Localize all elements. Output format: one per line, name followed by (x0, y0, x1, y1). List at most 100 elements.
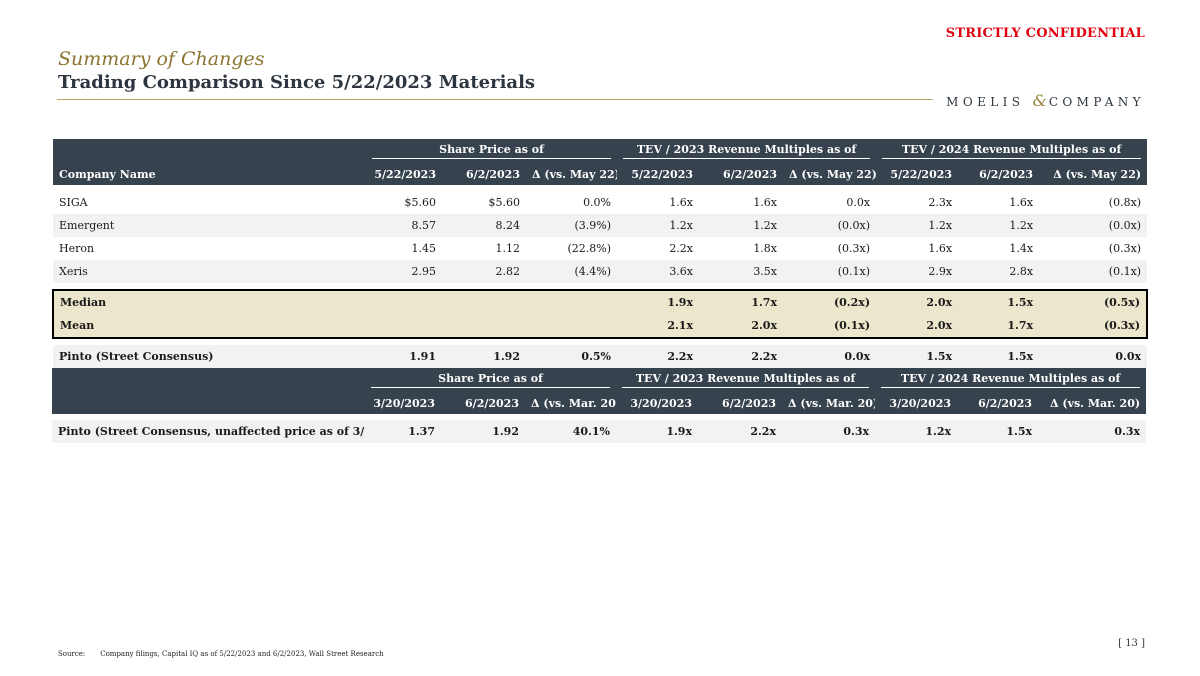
value-cell: 1.7x (699, 289, 784, 314)
page-subtitle: Trading Comparison Since 5/22/2023 Mater… (58, 72, 536, 93)
header-row-columns: 3/20/2023 6/2/2023 Δ (vs. Mar. 20) 3/20/… (52, 392, 1147, 414)
value-cell: 1.45 (411, 242, 437, 255)
col-header: 3/20/2023 (365, 392, 441, 414)
value-cell: (22.8%) (567, 242, 612, 255)
value-cell: 1.5x (958, 289, 1040, 314)
value-cell: 2.82 (442, 260, 526, 283)
group-tev-2024: TEV / 2024 Revenue Multiples as of (875, 368, 1147, 392)
value-cell: 2.1x (617, 314, 700, 339)
value-cell: (0.0x) (1039, 214, 1148, 237)
col-header: 5/22/2023 (617, 163, 700, 185)
header-blank (53, 139, 366, 163)
mean-label: Mean (52, 314, 366, 339)
value-cell: 2.2x (617, 345, 700, 368)
value-cell: 1.5x (876, 345, 959, 368)
group-tev-2024: TEV / 2024 Revenue Multiples as of (876, 139, 1148, 163)
value-cell: 0.0% (583, 196, 612, 209)
group-share-price: Share Price as of (366, 139, 618, 163)
company-cell: Emergent (53, 214, 366, 237)
col-header: Δ (vs. May 22) (526, 163, 618, 185)
value-cell: 8.24 (442, 214, 526, 237)
value-cell: 1.92 (442, 345, 526, 368)
value-cell: 0.3x (782, 420, 876, 443)
value-cell: 1.2x (876, 214, 959, 237)
group-share-price: Share Price as of (365, 368, 617, 392)
page-title: Summary of Changes (58, 48, 265, 70)
col-header: 6/2/2023 (442, 163, 526, 185)
value-cell: 1.6x (669, 196, 694, 209)
source-text: Company filings, Capital IQ as of 5/22/2… (100, 650, 384, 658)
value-cell: 2.0x (876, 289, 959, 314)
col-header: Δ (vs. May 22) (783, 163, 877, 185)
header-blank (52, 392, 365, 414)
value-cell: 2.2x (699, 345, 784, 368)
value-cell: $5.60 (488, 196, 521, 209)
value-cell: 2.8x (958, 260, 1040, 283)
col-header: Δ (vs. Mar. 20) (1038, 392, 1147, 414)
value-cell: (4.4%) (526, 260, 618, 283)
col-header: 6/2/2023 (958, 163, 1040, 185)
value-cell: 1.5x (958, 345, 1040, 368)
pinto-row: Pinto (Street Consensus) 1.91 1.92 0.5% … (53, 345, 1148, 368)
value-cell: 1.9x (616, 420, 699, 443)
col-header: 6/2/2023 (698, 392, 783, 414)
col-header: 6/2/2023 (441, 392, 525, 414)
value-cell (366, 289, 442, 314)
value-cell: 1.6x (928, 242, 953, 255)
value-cell: 0.3x (1038, 420, 1147, 443)
median-row: Median 1.9x 1.7x (0.2x) 2.0x 1.5x (0.5x) (52, 289, 1149, 314)
company-logo: MOELIS &COMPANY (946, 91, 1145, 110)
value-cell (366, 314, 442, 339)
header-blank (52, 368, 365, 392)
title-divider (57, 99, 933, 100)
group-tev-2023: TEV / 2023 Revenue Multiples as of (617, 139, 877, 163)
logo-left: MOELIS (946, 95, 1025, 109)
col-header: 5/22/2023 (366, 163, 442, 185)
confidential-label: STRICTLY CONFIDENTIAL (945, 26, 1145, 41)
col-header: Δ (vs. Mar. 20) (782, 392, 876, 414)
median-label: Median (52, 289, 366, 314)
value-cell: (0.2x) (783, 289, 877, 314)
value-cell: 1.12 (495, 242, 521, 255)
page-number: [ 13 ] (1118, 638, 1145, 649)
value-cell: 1.6x (1009, 196, 1034, 209)
value-cell (526, 289, 618, 314)
value-cell: 2.2x (698, 420, 783, 443)
value-cell: 1.6x (753, 196, 778, 209)
value-cell: 1.2x (699, 214, 784, 237)
col-company-name: Company Name (53, 163, 366, 185)
unaffected-comparison-table: Share Price as of TEV / 2023 Revenue Mul… (52, 368, 1147, 443)
value-cell: (0.8x) (1108, 196, 1142, 209)
value-cell: 1.2x (617, 214, 700, 237)
table-row: SIGA $5.60 $5.60 0.0% 1.6x 1.6x 0.0x 2.3… (53, 191, 1147, 214)
table-row: Heron 1.45 1.12 (22.8%) 2.2x 1.8x (0.3x)… (53, 237, 1147, 260)
value-cell: 3.6x (617, 260, 700, 283)
value-cell: 1.92 (441, 420, 525, 443)
source-note: Source: Company filings, Capital IQ as o… (58, 650, 384, 658)
value-cell: (0.1x) (783, 260, 877, 283)
value-cell: (0.3x) (1039, 314, 1149, 339)
pinto-label: Pinto (Street Consensus, unaffected pric… (52, 420, 365, 443)
value-cell (442, 314, 526, 339)
value-cell: 1.9x (617, 289, 700, 314)
value-cell: (0.3x) (837, 242, 871, 255)
value-cell: 0.5% (526, 345, 618, 368)
value-cell: 40.1% (525, 420, 617, 443)
value-cell: 2.3x (928, 196, 953, 209)
value-cell (442, 289, 526, 314)
value-cell: 3.5x (699, 260, 784, 283)
pinto-label: Pinto (Street Consensus) (53, 345, 366, 368)
company-cell: Heron (59, 242, 95, 255)
value-cell: 1.37 (365, 420, 441, 443)
value-cell: 0.0x (846, 196, 871, 209)
header-row-groups: Share Price as of TEV / 2023 Revenue Mul… (53, 139, 1148, 163)
value-cell (526, 314, 618, 339)
value-cell: 1.2x (958, 214, 1040, 237)
table-row: Xeris 2.95 2.82 (4.4%) 3.6x 3.5x (0.1x) … (53, 260, 1148, 283)
col-header: Δ (vs. May 22) (1039, 163, 1148, 185)
value-cell: 0.0x (783, 345, 877, 368)
value-cell: 1.5x (957, 420, 1039, 443)
value-cell: (0.5x) (1039, 289, 1149, 314)
trading-comparison-table: Share Price as of TEV / 2023 Revenue Mul… (52, 139, 1149, 368)
value-cell: 1.7x (958, 314, 1040, 339)
